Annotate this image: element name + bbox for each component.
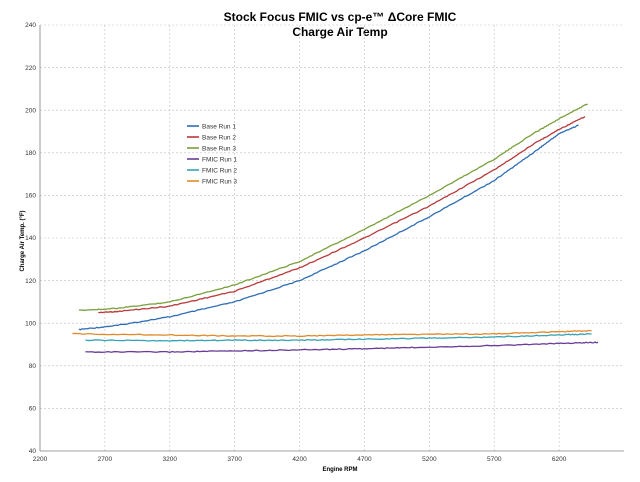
x-tick-label: 2700 bbox=[98, 456, 113, 463]
y-tick-label: 100 bbox=[25, 320, 36, 327]
legend-label: FMIC Run 3 bbox=[202, 178, 237, 185]
y-tick-label: 60 bbox=[29, 406, 37, 413]
series-line-base-run-1 bbox=[78, 124, 579, 331]
legend-label: Base Run 2 bbox=[202, 134, 236, 141]
series-line-base-run-3 bbox=[78, 103, 589, 312]
x-tick-label: 6200 bbox=[552, 456, 567, 463]
y-tick-label: 220 bbox=[25, 65, 36, 72]
y-tick-label: 200 bbox=[25, 107, 36, 114]
axes: 40 60 80 100 120 140 160 180 200 220 240 2200 2700 32… bbox=[25, 22, 624, 463]
series-line-base-run-2 bbox=[98, 116, 586, 314]
y-tick-label: 180 bbox=[25, 150, 36, 157]
y-tick-label: 40 bbox=[29, 448, 37, 455]
series-lines bbox=[72, 103, 599, 354]
x-tick-label: 3200 bbox=[163, 456, 178, 463]
x-tick-label: 5200 bbox=[422, 456, 437, 463]
legend-label: Base Run 1 bbox=[202, 123, 236, 130]
series-line-fmic-run-2 bbox=[85, 333, 592, 342]
y-tick-label: 80 bbox=[29, 363, 37, 370]
x-tick-label: 4200 bbox=[292, 456, 307, 463]
series-line-fmic-run-1 bbox=[85, 341, 599, 354]
y-tick-label: 140 bbox=[25, 235, 36, 242]
legend: Base Run 1 Base Run 2 Base Run 3 FMIC Run 1… bbox=[187, 123, 237, 185]
y-tick-label: 160 bbox=[25, 193, 36, 200]
x-tick-label: 5700 bbox=[487, 456, 502, 463]
y-tick-label: 120 bbox=[25, 278, 36, 285]
legend-label: FMIC Run 2 bbox=[202, 167, 237, 174]
x-tick-label: 2200 bbox=[33, 456, 48, 463]
chart-title: Stock Focus FMIC vs cp-e™ ΔCore FMIC bbox=[224, 10, 457, 24]
x-axis-title: Engine RPM bbox=[322, 467, 357, 473]
y-axis-title: Charge Air Temp. (°F) bbox=[20, 210, 26, 271]
x-tick-label: 3700 bbox=[227, 456, 242, 463]
legend-label: FMIC Run 1 bbox=[202, 156, 237, 163]
legend-label: Base Run 3 bbox=[202, 145, 236, 152]
x-tick-label: 4700 bbox=[357, 456, 372, 463]
gridlines bbox=[40, 24, 624, 451]
y-tick-label: 240 bbox=[25, 22, 36, 29]
chart-subtitle: Charge Air Temp bbox=[292, 25, 387, 39]
series-line-fmic-run-3 bbox=[72, 329, 592, 338]
